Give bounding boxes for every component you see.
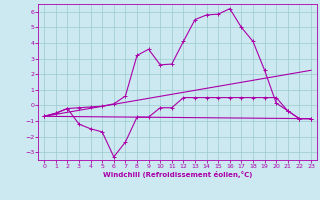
X-axis label: Windchill (Refroidissement éolien,°C): Windchill (Refroidissement éolien,°C) bbox=[103, 171, 252, 178]
